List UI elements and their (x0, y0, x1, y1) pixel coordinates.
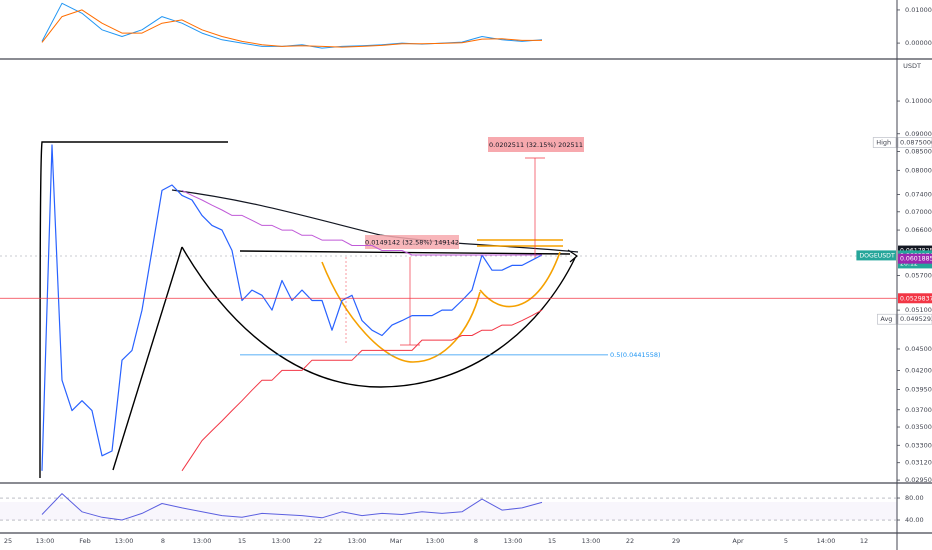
x-tick-label: 22 (626, 537, 634, 545)
cup-curve-orange (321, 261, 481, 363)
y-tick-label: 0.0350000 (905, 423, 932, 431)
x-tick-label: 15 (238, 537, 246, 545)
price-badge (897, 137, 932, 148)
y-tick-label: 0.0000000 (905, 39, 932, 47)
currency-label: USDT (903, 62, 921, 70)
x-tick-label: 5 (784, 537, 788, 545)
x-tick-label: 13:00 (426, 537, 445, 545)
y-tick-label: 0.0330000 (905, 441, 932, 449)
price-badge (898, 253, 932, 264)
series-line (41, 144, 543, 471)
symbol-badge (877, 313, 897, 325)
price-badge (898, 293, 932, 304)
series-line (181, 189, 542, 256)
y-tick-label: 0.0700000 (905, 208, 932, 216)
series-line (41, 493, 543, 521)
y-tick-label: 40.00 (905, 516, 924, 524)
arrow-head (567, 249, 578, 263)
fib-label: 0.5(0.0441558) (610, 351, 661, 359)
y-tick-label: 0.0395000 (905, 385, 932, 393)
countdown: 26:12 (900, 260, 918, 267)
range-annotation: 0.0202511 (32.15%) 202511 (489, 141, 583, 149)
x-tick-label: 13:00 (272, 537, 291, 545)
drawing-line (39, 141, 228, 479)
y-tick-label: 0.0740000 (905, 191, 932, 199)
x-tick-label: Apr (732, 537, 744, 545)
range-annotation: 0.0149142 (32.58%) 149142 (365, 239, 459, 247)
resistance-line (239, 250, 571, 255)
series-line (181, 309, 543, 472)
y-tick-label: 0.0450000 (905, 345, 932, 353)
price-badge (897, 313, 932, 325)
range-box (488, 137, 584, 152)
y-tick-label: 0.0510000 (905, 306, 932, 314)
price-badge-label: 0.0495293 (900, 315, 932, 323)
x-tick-label: Mar (390, 537, 403, 545)
rsi-band (0, 502, 897, 520)
y-tick-label: 0.0900000 (905, 130, 932, 138)
symbol-label: DOGEUSDT (859, 252, 895, 259)
x-tick-label: 14:00 (817, 537, 836, 545)
symbol-badge (872, 137, 897, 148)
price-badge-label: 0.0529837 (900, 295, 932, 302)
y-tick-label: 0.0660000 (905, 226, 932, 234)
x-tick-label: 13:00 (36, 537, 55, 545)
x-tick-label: Feb (79, 537, 91, 545)
x-tick-label: 29 (672, 537, 680, 545)
drawings: 0.0202511 (32.15%) 202511 0.0149142 (32.… (39, 137, 584, 479)
x-tick-label: 13:00 (348, 537, 367, 545)
symbol-label: Avg (880, 315, 892, 323)
drawing-line (112, 246, 183, 471)
x-tick-label: 8 (474, 537, 478, 545)
y-tick-label: 0.0100000 (905, 6, 932, 14)
x-tick-label: 15 (548, 537, 556, 545)
handle-curve-orange (479, 251, 561, 308)
y-tick-label: 0.1000000 (905, 97, 932, 105)
y-tick-label: 0.0295000 (905, 476, 932, 484)
series-line (41, 9, 542, 48)
x-tick-label: 13:00 (193, 537, 212, 545)
x-tick-label: 13:00 (504, 537, 523, 545)
price-badge-label: 0.0601885 (900, 256, 932, 263)
y-tick-label: 0.0800000 (905, 166, 932, 174)
x-tick-label: 22 (314, 537, 322, 545)
x-tick-label: 25 (4, 537, 12, 545)
x-tick-label: 8 (161, 537, 165, 545)
x-tick-label: 12 (860, 537, 868, 545)
symbol-badge (856, 250, 896, 261)
y-tick-label: 0.0570000 (905, 272, 932, 280)
x-tick-label: 13:00 (582, 537, 601, 545)
y-tick-label: 0.0420000 (905, 366, 932, 374)
y-tick-label: 0.0312000 (905, 459, 932, 467)
y-tick-label: 0.0370000 (905, 406, 932, 414)
y-tick-label: 0.0850000 (905, 148, 932, 156)
x-tick-label: 13:00 (115, 537, 134, 545)
range-box (365, 235, 459, 249)
cup-curve (181, 246, 576, 388)
y-tick-label: 80.00 (905, 494, 924, 502)
symbol-label: High (876, 139, 891, 147)
price-badge-label: 0.0875000 (900, 139, 932, 147)
